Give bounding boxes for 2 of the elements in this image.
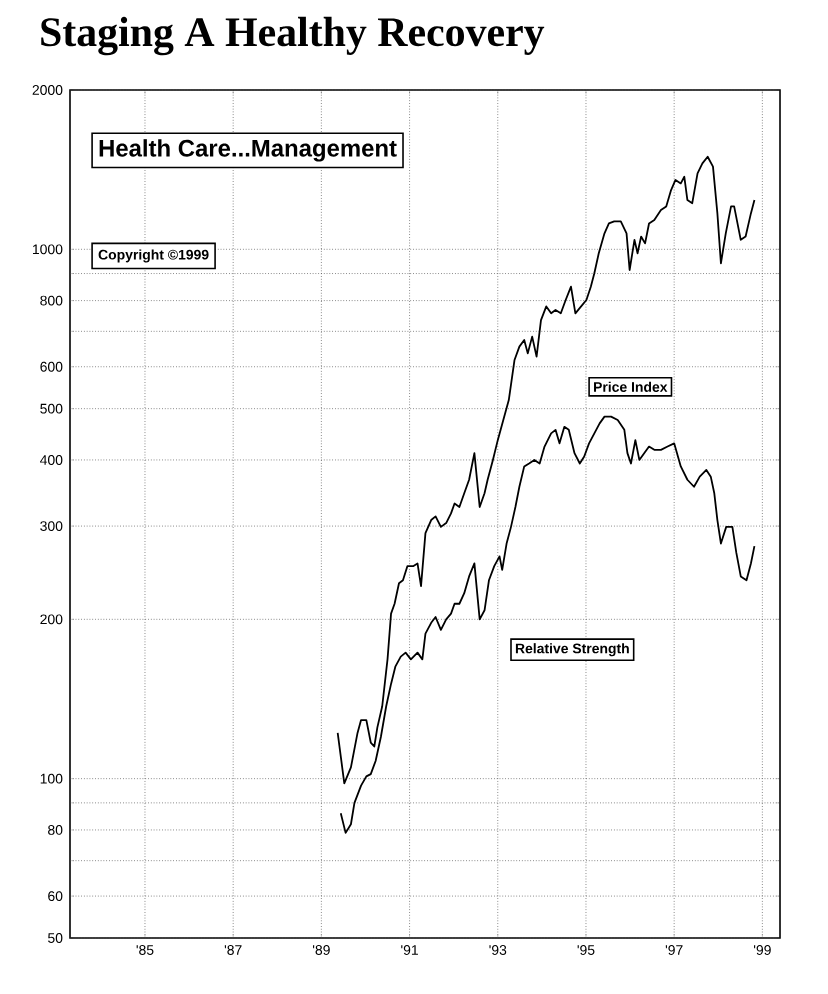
text: Health Care...Management xyxy=(99,139,397,162)
chart-title: Staging A Healthy Recovery xyxy=(41,16,545,56)
